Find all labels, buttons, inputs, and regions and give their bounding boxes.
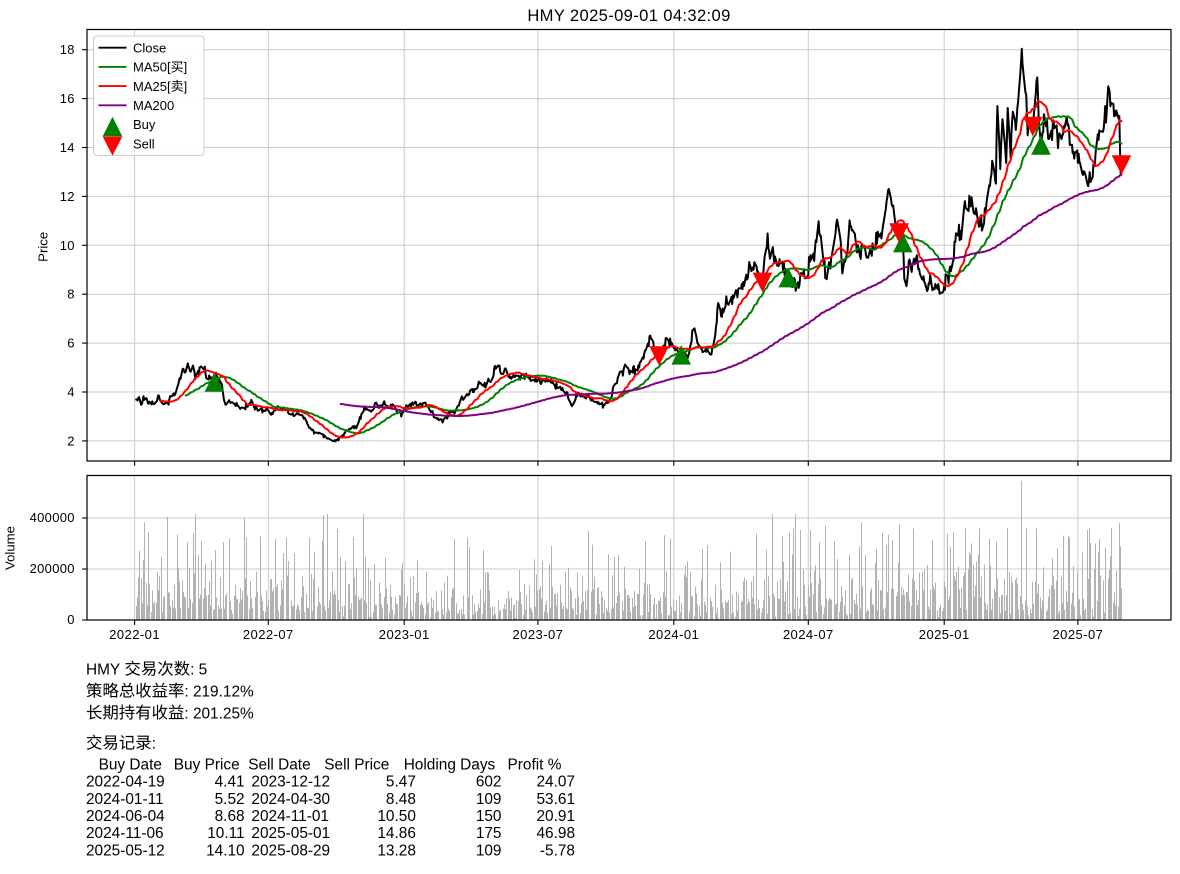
svg-text:2024-11-06: 2024-11-06 bbox=[86, 825, 164, 842]
svg-text:14: 14 bbox=[60, 140, 75, 155]
svg-text:Profit %: Profit % bbox=[508, 756, 562, 773]
svg-text:4: 4 bbox=[67, 385, 75, 400]
svg-text:2025-08-29: 2025-08-29 bbox=[251, 842, 330, 859]
svg-text:-5.78: -5.78 bbox=[540, 842, 575, 859]
svg-text:0: 0 bbox=[67, 612, 75, 627]
svg-text:]: ] bbox=[184, 79, 188, 94]
svg-text:10.50: 10.50 bbox=[377, 808, 416, 825]
svg-text:20.91: 20.91 bbox=[536, 808, 575, 825]
svg-text:2025-05-01: 2025-05-01 bbox=[251, 825, 330, 842]
svg-text:6: 6 bbox=[67, 336, 75, 351]
svg-text:8.48: 8.48 bbox=[386, 791, 416, 808]
svg-text:2022-01: 2022-01 bbox=[109, 627, 160, 642]
svg-text:Sell Price: Sell Price bbox=[324, 756, 389, 773]
svg-text:14.10: 14.10 bbox=[206, 842, 245, 859]
svg-text:: 5: : 5 bbox=[190, 662, 207, 679]
svg-text:2024-01: 2024-01 bbox=[648, 627, 699, 642]
svg-text:2022-07: 2022-07 bbox=[243, 627, 294, 642]
svg-text:2024-07: 2024-07 bbox=[783, 627, 834, 642]
svg-text:8: 8 bbox=[67, 287, 75, 302]
svg-text:]: ] bbox=[184, 60, 188, 75]
svg-text:4.41: 4.41 bbox=[215, 774, 245, 791]
svg-text:2024-01-11: 2024-01-11 bbox=[86, 791, 164, 808]
svg-text:14.86: 14.86 bbox=[377, 825, 416, 842]
svg-text:109: 109 bbox=[476, 791, 502, 808]
svg-text:MA200: MA200 bbox=[133, 98, 174, 113]
svg-text:Volume: Volume bbox=[2, 526, 17, 570]
svg-text:5.47: 5.47 bbox=[386, 774, 416, 791]
svg-text:: 201.25%: : 201.25% bbox=[184, 705, 254, 722]
svg-text:Buy Price: Buy Price bbox=[174, 756, 240, 773]
svg-text:Sell Date: Sell Date bbox=[248, 756, 310, 773]
svg-text:18: 18 bbox=[60, 42, 75, 57]
svg-text:2024-11-01: 2024-11-01 bbox=[251, 808, 329, 825]
svg-text:400000: 400000 bbox=[30, 510, 75, 525]
svg-text:150: 150 bbox=[476, 808, 502, 825]
svg-text:2023-01: 2023-01 bbox=[379, 627, 430, 642]
svg-text:602: 602 bbox=[476, 774, 502, 791]
svg-text:2022-04-19: 2022-04-19 bbox=[86, 774, 165, 791]
svg-text:2: 2 bbox=[67, 433, 75, 448]
svg-text::: : bbox=[152, 736, 156, 753]
svg-text:Close: Close bbox=[133, 40, 166, 55]
svg-text:175: 175 bbox=[476, 825, 502, 842]
svg-text:MA25[: MA25[ bbox=[133, 79, 171, 94]
svg-text:Price: Price bbox=[36, 232, 51, 262]
svg-text:2023-12-12: 2023-12-12 bbox=[251, 774, 330, 791]
svg-text:2025-01: 2025-01 bbox=[919, 627, 970, 642]
svg-text:Buy Date: Buy Date bbox=[99, 756, 162, 773]
svg-text:2025-05-12: 2025-05-12 bbox=[86, 842, 165, 859]
svg-text:2024-04-30: 2024-04-30 bbox=[251, 791, 330, 808]
svg-text:Sell: Sell bbox=[133, 136, 155, 151]
svg-text:Holding Days: Holding Days bbox=[404, 756, 496, 773]
svg-text:10.11: 10.11 bbox=[207, 825, 244, 842]
svg-text:8.68: 8.68 bbox=[215, 808, 245, 825]
svg-text:2023-07: 2023-07 bbox=[512, 627, 563, 642]
svg-text:: 219.12%: : 219.12% bbox=[184, 683, 254, 700]
svg-text:200000: 200000 bbox=[30, 561, 75, 576]
svg-text:5.52: 5.52 bbox=[215, 791, 245, 808]
svg-text:46.98: 46.98 bbox=[536, 825, 575, 842]
svg-text:2025-07: 2025-07 bbox=[1052, 627, 1103, 642]
svg-text:2024-06-04: 2024-06-04 bbox=[86, 808, 165, 825]
svg-text:10: 10 bbox=[60, 238, 75, 253]
svg-text:HMY: HMY bbox=[86, 662, 124, 679]
svg-text:24.07: 24.07 bbox=[536, 774, 575, 791]
svg-text:53.61: 53.61 bbox=[536, 791, 575, 808]
svg-text:16: 16 bbox=[60, 91, 75, 106]
svg-text:Buy: Buy bbox=[133, 117, 156, 132]
svg-text:12: 12 bbox=[60, 189, 75, 204]
svg-text:HMY 2025-09-01 04:32:09: HMY 2025-09-01 04:32:09 bbox=[527, 6, 730, 25]
svg-text:MA50[: MA50[ bbox=[133, 60, 171, 75]
svg-text:13.28: 13.28 bbox=[377, 842, 416, 859]
svg-text:109: 109 bbox=[476, 842, 502, 859]
